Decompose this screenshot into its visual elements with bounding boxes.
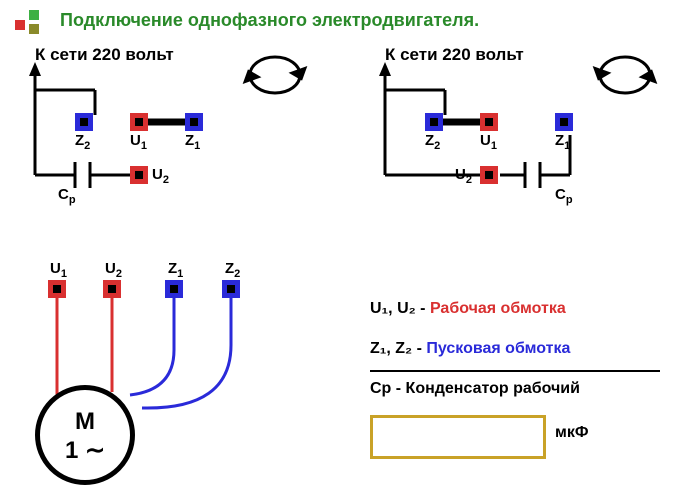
legend-u: U₁, U₂ - Рабочая обмотка <box>370 300 566 318</box>
label-u1-right: U1 <box>480 132 497 152</box>
label-z1-left: Z1 <box>185 132 200 152</box>
left-circuit-wires <box>20 40 370 290</box>
label-z2-left: Z2 <box>75 132 90 152</box>
motor-label-z1: Z1 <box>168 260 183 280</box>
terminal-u1-right <box>480 113 498 131</box>
terminal-u2-left <box>130 166 148 184</box>
motor-label-u2: U2 <box>105 260 122 280</box>
logo-sq-green <box>29 10 39 20</box>
terminal-z2-right <box>425 113 443 131</box>
page-title: Подключение однофазного электродвигателя… <box>60 10 479 31</box>
label-cp-right: Cр <box>555 186 573 206</box>
legend-mkf: мкФ <box>555 424 589 442</box>
label-cp-left: Cр <box>58 186 76 206</box>
terminal-u1-left <box>130 113 148 131</box>
terminal-z1-left <box>185 113 203 131</box>
motor-m: M <box>40 408 130 436</box>
right-circuit-wires <box>370 40 690 290</box>
motor-label-u1: U1 <box>50 260 67 280</box>
logo <box>15 10 45 40</box>
legend-z: Z₁, Z₂ - Пусковая обмотка <box>370 340 570 358</box>
label-z2-right: Z2 <box>425 132 440 152</box>
capacitor-value-box <box>370 415 546 459</box>
logo-sq-red <box>15 20 25 30</box>
label-u2-left: U2 <box>152 166 169 186</box>
motor-label-z2: Z2 <box>225 260 240 280</box>
legend-c: Cр - Конденсатор рабочий <box>370 380 580 398</box>
label-u1-left: U1 <box>130 132 147 152</box>
legend-divider <box>370 370 660 372</box>
terminal-u2-right <box>480 166 498 184</box>
terminal-z2-left <box>75 113 93 131</box>
terminal-z1-right <box>555 113 573 131</box>
label-z1-right: Z1 <box>555 132 570 152</box>
motor-one: 1 ∼ <box>40 436 130 465</box>
logo-sq-olive <box>29 24 39 34</box>
motor-symbol: M 1 ∼ <box>35 385 135 485</box>
label-u2-right: U2 <box>455 166 472 186</box>
